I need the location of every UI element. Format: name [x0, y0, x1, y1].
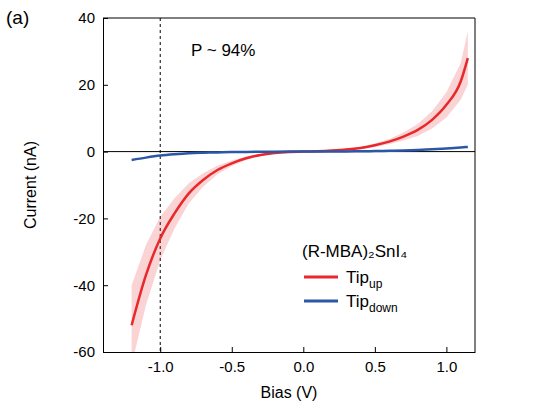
x-tick: -1.0: [148, 347, 174, 375]
y-tick-mark: [103, 18, 108, 19]
x-axis: -1.0 -0.5 0.0 0.5 1.0: [104, 347, 476, 375]
x-axis-line: [104, 352, 476, 353]
series-line: [132, 58, 468, 325]
y-tick-label: -20: [73, 210, 95, 227]
x-tick-label: 0.0: [293, 358, 314, 375]
x-tick-label: -1.0: [148, 358, 174, 375]
plot-area: [103, 18, 475, 352]
legend-label: Tipdown: [346, 292, 398, 315]
legend-swatch: [304, 276, 338, 279]
y-tick-label: -40: [73, 277, 95, 294]
legend: (R-MBA)₂SnI₄ TipupTipdown: [302, 242, 407, 315]
y-tick-mark: [103, 218, 108, 219]
y-tick-label: 20: [78, 76, 95, 93]
annotation: P ~ 94%: [191, 41, 255, 60]
x-tick-mark: [446, 347, 447, 352]
x-tick-label: 0.5: [365, 358, 386, 375]
y-tick: -40: [73, 277, 108, 294]
y-axis-line: [103, 19, 104, 353]
y-tick: 20: [78, 76, 108, 93]
legend-label: Tipup: [346, 268, 383, 291]
panel-label: (a): [6, 7, 29, 28]
y-tick-label: 40: [78, 9, 95, 26]
x-tick: 0.5: [365, 347, 386, 375]
x-tick-mark: [303, 347, 304, 352]
x-tick-label: -0.5: [219, 358, 245, 375]
y-tick: 40: [78, 9, 108, 26]
x-tick: -0.5: [219, 347, 245, 375]
y-axis-title: Current (nA): [22, 141, 39, 229]
series-line: [132, 147, 468, 160]
legend-swatch: [304, 300, 338, 303]
x-tick-label: 1.0: [436, 358, 457, 375]
x-tick-mark: [232, 347, 233, 352]
y-tick-mark: [103, 352, 108, 353]
y-axis: -60 -40 -20 0 20 40: [73, 9, 108, 360]
frame: [475, 18, 476, 352]
legend-title: (R-MBA)₂SnI₄: [302, 242, 407, 261]
chart: -1.0 -0.5 0.0 0.5 1.0 -60 -40 -20 0 20 40 Bias (V) C…: [0, 0, 540, 410]
y-tick-label: -60: [73, 343, 95, 360]
x-tick: 0.0: [293, 347, 314, 375]
x-axis-title: Bias (V): [261, 384, 318, 401]
reference-line: [160, 18, 161, 352]
y-tick-mark: [103, 85, 108, 86]
frame: [103, 18, 475, 19]
x-tick: 1.0: [436, 347, 457, 375]
error-band: [132, 31, 468, 352]
y-tick-mark: [103, 285, 108, 286]
x-tick-mark: [375, 347, 376, 352]
y-tick: -60: [73, 343, 108, 360]
y-tick-label: 0: [87, 143, 95, 160]
y-tick: -20: [73, 210, 108, 227]
